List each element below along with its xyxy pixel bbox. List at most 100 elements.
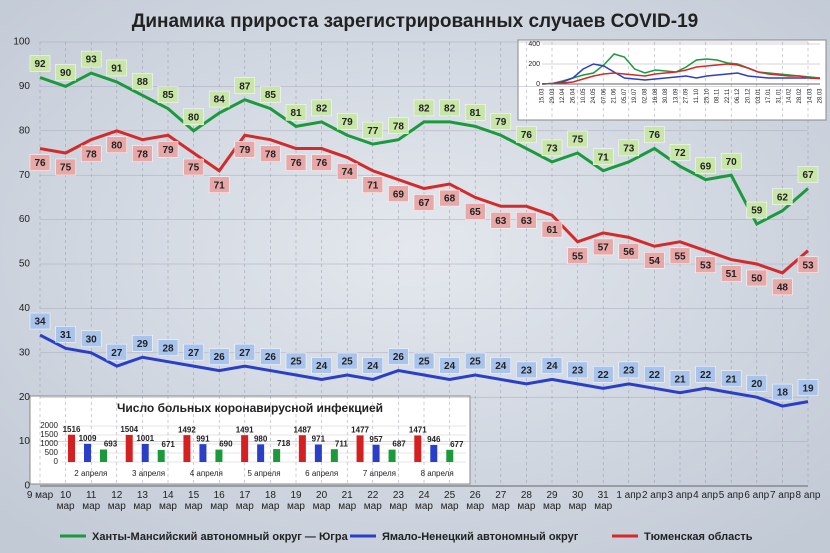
x-tick-label-box: 24 мар <box>415 490 433 512</box>
data-label-box <box>541 220 563 238</box>
data-label-box <box>234 343 256 361</box>
x-tick-label: 4 апреля <box>190 469 223 478</box>
data-label: 77 <box>367 126 379 137</box>
data-label: 91 <box>111 64 123 75</box>
data-label: 957 <box>369 435 383 444</box>
data-label: 88 <box>137 77 149 88</box>
x-tick-label: 6 апреля <box>305 469 338 478</box>
data-label-box <box>362 176 384 194</box>
x-tick-label-box: 8 апр <box>796 490 821 501</box>
x-tick-label: 15 мар <box>184 490 203 512</box>
data-label: 1471 <box>409 426 427 435</box>
data-label: 23 <box>572 366 584 377</box>
x-tick-label-box: 21 мар <box>338 490 356 512</box>
y-tick-label: 500 <box>45 448 59 457</box>
data-label-box <box>336 112 358 130</box>
data-label: 79 <box>239 145 251 156</box>
data-label-box <box>157 86 179 103</box>
data-label-box <box>644 366 665 383</box>
x-tick-label: 5 апр <box>718 490 744 501</box>
data-label: 79 <box>162 145 174 156</box>
y-tick-label: 0 <box>54 457 59 466</box>
data-label-box <box>80 50 102 68</box>
x-tick-label: 3 апр <box>667 490 693 501</box>
y-tick-label: 200 <box>528 61 540 68</box>
x-tick-label: 28.03 <box>818 88 824 104</box>
data-label-box <box>413 99 435 117</box>
x-tick-label-box: 31 мар <box>594 490 612 512</box>
x-tick-label-box: 10 мар <box>57 490 75 512</box>
series-line <box>39 71 809 227</box>
data-label-box <box>592 238 614 256</box>
data-label-box <box>746 269 768 287</box>
data-label: 78 <box>86 149 98 160</box>
data-label: 22 <box>598 370 610 381</box>
x-tick-label: 1 апр <box>616 490 642 501</box>
data-label: 76 <box>521 130 533 141</box>
x-tick-label: 08.11 <box>715 88 721 103</box>
data-label-box <box>618 139 640 157</box>
x-tick-label: 29 мар <box>543 490 561 512</box>
data-label: 687 <box>392 440 406 449</box>
data-label-box <box>644 251 665 269</box>
data-label-box <box>464 352 486 370</box>
data-label-box <box>336 352 358 370</box>
data-label: 28 <box>162 343 174 354</box>
data-label: 79 <box>495 117 507 128</box>
data-label: 34 <box>34 317 46 328</box>
data-label-box <box>388 185 409 202</box>
data-label: 81 <box>290 108 302 119</box>
data-label-box <box>80 330 102 348</box>
data-label-box <box>183 158 204 176</box>
data-label: 711 <box>335 439 348 448</box>
data-label-box <box>260 86 281 103</box>
data-label-box <box>208 176 230 194</box>
x-tick-label: 17.01 <box>766 88 772 104</box>
data-label-box <box>311 99 332 117</box>
bar <box>84 443 91 462</box>
data-label: 51 <box>726 269 738 280</box>
x-tick-label-box: 30 мар <box>569 490 587 512</box>
y-tick-label: 40 <box>19 303 31 314</box>
x-tick-label: 29.03 <box>550 88 556 104</box>
data-label-box <box>106 343 128 361</box>
data-label: 23 <box>521 366 533 377</box>
x-tick-label-box: 11 мар <box>82 490 100 512</box>
data-label-box <box>80 145 102 162</box>
y-tick-label: 1500 <box>40 430 58 439</box>
data-label: 87 <box>239 81 251 92</box>
data-label-box <box>260 145 281 162</box>
bar <box>298 435 306 462</box>
legend-label: Ямало-Ненецкий автономный округ <box>382 531 579 543</box>
x-tick-label: 16.08 <box>653 88 659 104</box>
data-label-box <box>772 278 793 296</box>
x-tick-label: 26.04 <box>570 88 576 104</box>
data-label: 18 <box>777 388 789 399</box>
y-tick-label: 20 <box>19 392 31 403</box>
data-label: 22 <box>649 370 661 381</box>
x-tick-label: 7 апр <box>769 490 795 501</box>
x-tick-label: 10.05 <box>581 88 587 104</box>
data-label-box <box>132 73 153 90</box>
data-label: 68 <box>444 194 456 205</box>
y-tick-label: 0 <box>536 81 540 88</box>
data-label: 24 <box>495 361 507 372</box>
y-tick-label: 60 <box>19 214 31 225</box>
data-label-box <box>567 130 588 148</box>
data-label-box <box>516 361 537 379</box>
x-tick-label-box: 23 мар <box>389 490 407 512</box>
x-tick-label-box: 18 мар <box>261 490 279 512</box>
data-label: 53 <box>802 260 814 271</box>
data-label: 25 <box>470 357 482 368</box>
data-label: 67 <box>418 198 430 209</box>
x-tick-label: 13.09 <box>673 88 679 104</box>
data-label-box <box>720 370 742 388</box>
data-label: 75 <box>60 163 72 174</box>
data-label: 50 <box>751 274 763 285</box>
data-label-box <box>336 163 358 180</box>
data-label-box <box>720 152 742 170</box>
x-tick-label: 27.09 <box>684 88 690 104</box>
x-tick-label-box: 4 апр <box>693 490 718 501</box>
